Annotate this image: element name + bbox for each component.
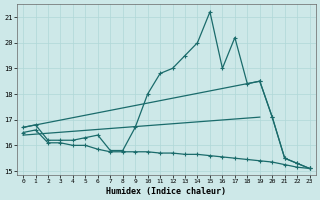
X-axis label: Humidex (Indice chaleur): Humidex (Indice chaleur) xyxy=(106,187,226,196)
